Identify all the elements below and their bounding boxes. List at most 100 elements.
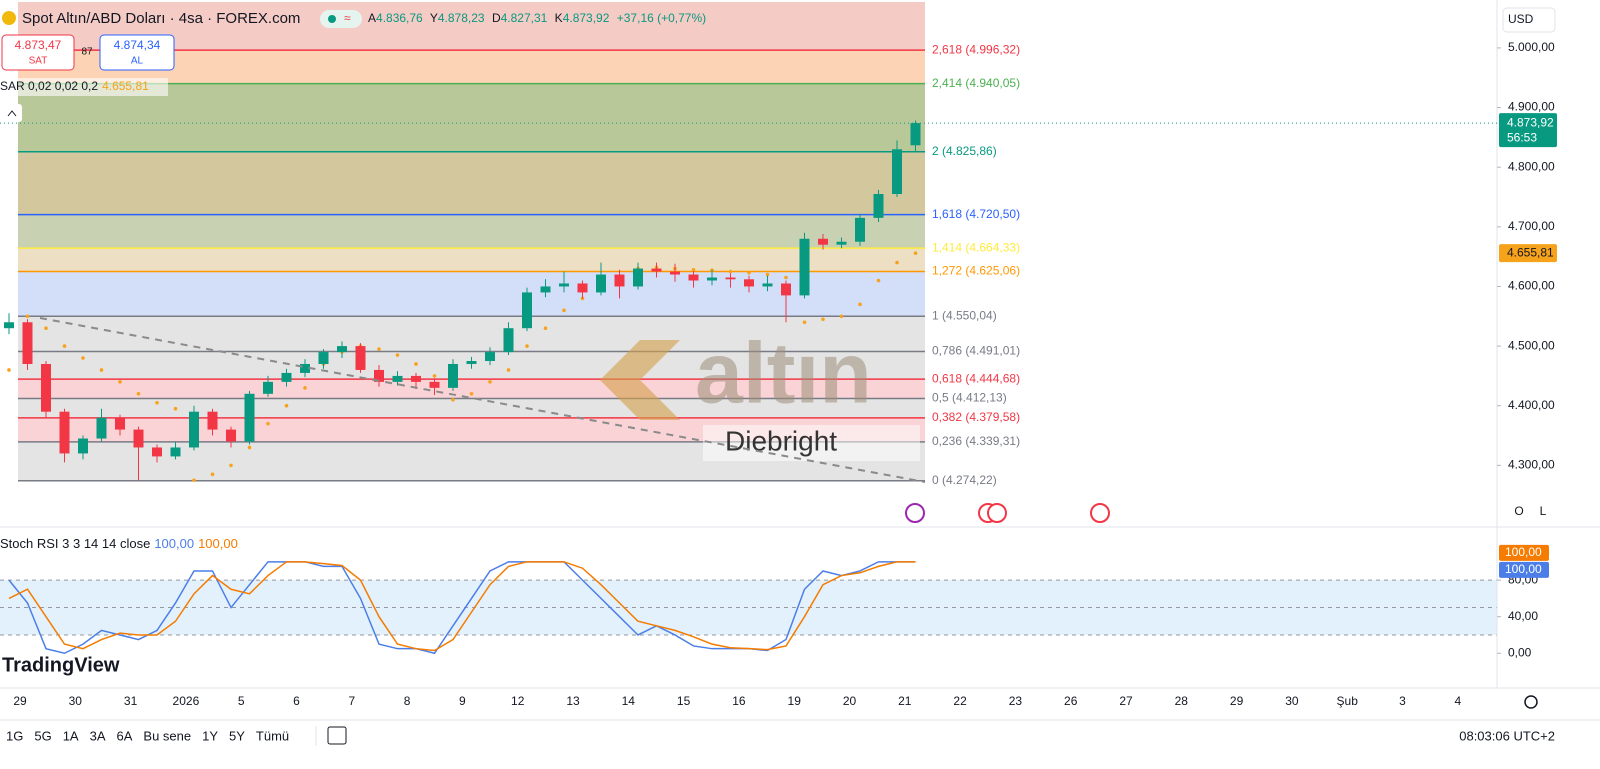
candle-body [115,417,125,430]
x-tick-label: 28 [1175,694,1189,708]
range-button[interactable]: 3A [90,728,106,743]
range-button[interactable]: 1G [6,728,23,743]
range-button[interactable]: 1A [63,728,79,743]
sar-dot [173,406,178,411]
sar-dot [839,314,844,319]
y-tick-label: 4.300,00 [1508,458,1555,472]
status-pill[interactable] [320,10,362,28]
sar-dot [728,269,733,274]
fib-band [18,214,925,249]
event-icon[interactable] [987,503,1007,523]
x-tick-label: 5 [238,694,245,708]
sar-dot [62,344,67,348]
sar-dot [44,326,48,331]
buy-button[interactable] [99,34,175,71]
scale-button[interactable] [1533,502,1553,522]
sar-dot [414,362,418,366]
sar-dot [488,380,492,384]
candle-body [244,393,255,442]
scale-button-label: O [1514,504,1523,518]
event-icon[interactable] [905,503,925,523]
watermark-brand: altın [695,326,872,422]
candle-body [300,363,310,373]
x-tick-label: 27 [1119,694,1133,708]
sar-dot [303,386,307,390]
symbol[interactable]: Spot Altın/ABD Doları · 4sa · FOREX.com [22,10,300,27]
currency: USD [1508,12,1534,26]
sar-dot [266,421,270,426]
x-tick-label: 3 [1399,694,1406,708]
stoch-legend[interactable]: Stoch RSI 3 3 14 14 close 100,00 100,00 [0,536,238,551]
ohlc-label: D [492,11,501,25]
candle-body [448,363,458,388]
ohlc-value: 4.878,23 [438,11,485,25]
range-button[interactable]: 6A [117,728,133,743]
last-price-label: 4.873,92 [1507,115,1554,129]
sar-dot [136,392,141,396]
watermark-box [703,425,920,461]
fib-label: 0,382 (4.379,58) [932,410,1020,424]
x-tick-label: 30 [1285,694,1299,708]
scale-button[interactable] [1509,502,1529,522]
fib-label: 0,236 (4.339,31) [932,434,1020,448]
candle-body [725,277,736,280]
candle-body [577,283,588,293]
stoch-badge-label: 100,00 [1505,562,1542,576]
fib-label: 2,618 (4.996,32) [932,42,1020,56]
y-tick-label: 5.000,00 [1508,40,1555,54]
sar-legend[interactable]: SAR 0,02 0,02 0,2 4.655,81 [0,79,149,93]
sar-dot [192,478,196,483]
calendar-icon[interactable] [327,726,347,745]
sar-dot [876,278,881,283]
candle-body [762,283,773,287]
last-price-badge [1499,113,1557,148]
candle-body [152,447,162,457]
sar-badge-label: 4.655,81 [1507,245,1554,259]
x-tick-label: 9 [459,694,466,708]
y-tick-label: 4.700,00 [1508,219,1555,233]
candle-body [559,283,569,287]
sar-value: 4.655,81 [102,79,149,93]
sar-dot [451,397,455,402]
candle-body [873,194,884,218]
ohlc-value: 4.827,31 [501,11,548,25]
sar-dot [229,463,233,468]
sar-dot [913,251,918,255]
range-button[interactable]: 1Y [202,728,218,743]
fib-band [18,316,925,352]
candle-body [596,274,606,293]
sar-name: SAR 0,02 0,02 0,2 [0,79,98,93]
clock[interactable]: 08:03:06 UTC+2 [1459,728,1555,743]
sell-button[interactable] [1,34,75,71]
currency-button[interactable] [1502,7,1556,33]
sar-dot [25,314,30,319]
collapse-button[interactable] [2,104,22,122]
fib-label: 0,618 (4.444,68) [932,371,1020,385]
candle-body [96,417,107,439]
x-tick-label: 29 [13,694,27,708]
sar-dot [562,308,566,313]
settings-icon[interactable] [1524,695,1538,709]
scale-button-label: L [1540,504,1547,518]
y-tick-label: 4.500,00 [1508,338,1555,352]
fib-label: 1,272 (4.625,06) [932,264,1020,278]
x-tick-label: 4 [1454,694,1461,708]
sar-dot [821,317,825,322]
fib-label: 1,618 (4.720,50) [932,207,1020,221]
candle-body [910,123,921,146]
range-button[interactable]: Tümü [256,728,289,743]
event-icons [905,503,1110,523]
range-button[interactable]: 5G [34,728,51,743]
sar-dot [858,302,862,307]
ohlc-value: 4.873,92 [563,11,610,25]
fib-label: 0 (4.274,22) [932,473,997,487]
range-button[interactable]: 5Y [229,728,245,743]
fib-label: 2,414 (4.940,05) [932,76,1020,90]
fib-band [18,151,925,215]
y-tick-label: 4.900,00 [1508,100,1555,114]
event-icon[interactable] [1090,503,1110,523]
ohlc-label: K [555,11,563,25]
range-button[interactable]: Bu sene [143,728,191,743]
candle-body [78,438,88,454]
